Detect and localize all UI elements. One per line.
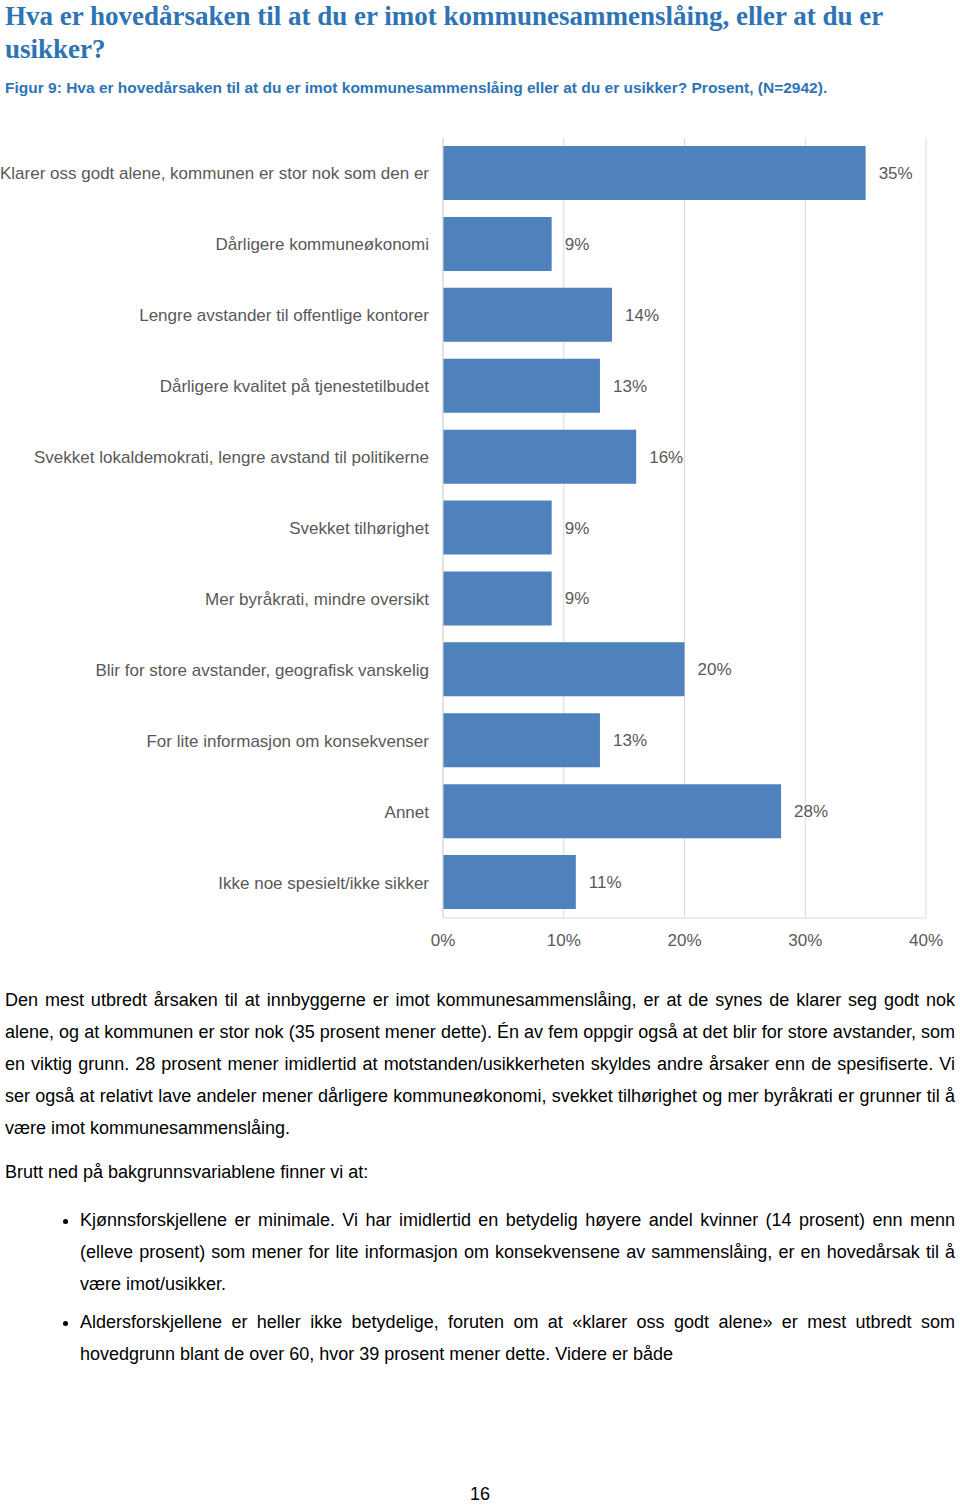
svg-text:Lengre avstander til offentlig: Lengre avstander til offentlige kontorer <box>139 306 429 325</box>
svg-text:40%: 40% <box>909 931 943 950</box>
svg-text:Svekket tilhørighet: Svekket tilhørighet <box>289 519 429 538</box>
svg-text:9%: 9% <box>565 589 590 608</box>
svg-text:For lite informasjon om konsek: For lite informasjon om konsekvenser <box>146 732 429 751</box>
svg-text:13%: 13% <box>613 377 647 396</box>
svg-text:28%: 28% <box>794 802 828 821</box>
html-text:Kjønnsforskjellene er minimale: Kjønnsforskjellene er minimale. Vi har i… <box>80 1210 955 1294</box>
svg-text:35%: 35% <box>879 164 913 183</box>
svg-text:30%: 30% <box>788 931 822 950</box>
html-text:Figur 9: Hva er hovedårsaken t: Figur 9: Hva er hovedårsaken til at du e… <box>5 79 828 96</box>
svg-text:Svekket lokaldemokrati, lengre: Svekket lokaldemokrati, lengre avstand t… <box>34 448 429 467</box>
svg-text:14%: 14% <box>625 306 659 325</box>
svg-text:16%: 16% <box>649 448 683 467</box>
svg-text:Dårligere kommuneøkonomi: Dårligere kommuneøkonomi <box>215 235 429 254</box>
svg-text:9%: 9% <box>565 519 590 538</box>
svg-text:20%: 20% <box>698 660 732 679</box>
html-text:Aldersforskjellene er heller i: Aldersforskjellene er heller ikke betyde… <box>80 1312 955 1364</box>
svg-text:Dårligere kvalitet på tjeneste: Dårligere kvalitet på tjenestetilbudet <box>160 377 430 396</box>
svg-text:20%: 20% <box>667 931 701 950</box>
svg-text:Ikke noe spesielt/ikke sikker: Ikke noe spesielt/ikke sikker <box>218 874 429 893</box>
svg-text:Annet: Annet <box>385 803 430 822</box>
svg-text:9%: 9% <box>565 235 590 254</box>
svg-text:Klarer oss godt alene, kommune: Klarer oss godt alene, kommunen er stor … <box>8 164 429 183</box>
html-text:16: 16 <box>470 1484 490 1504</box>
svg-text:0%: 0% <box>431 931 456 950</box>
svg-text:13%: 13% <box>613 731 647 750</box>
html-text:Hva er hovedårsaken til at du: Hva er hovedårsaken til at du er imot ko… <box>5 1 883 64</box>
svg-text:Blir for store avstander, geog: Blir for store avstander, geografisk van… <box>95 661 429 680</box>
svg-text:Mer byråkrati, mindre oversikt: Mer byråkrati, mindre oversikt <box>205 590 429 609</box>
svg-text:11%: 11% <box>589 873 622 892</box>
html-text:Den mest utbredt årsaken til a: Den mest utbredt årsaken til at innbygge… <box>5 990 955 1138</box>
svg-text:10%: 10% <box>547 931 581 950</box>
html-text:Brutt ned på bakgrunnsvariable: Brutt ned på bakgrunnsvariablene finner … <box>5 1162 369 1182</box>
